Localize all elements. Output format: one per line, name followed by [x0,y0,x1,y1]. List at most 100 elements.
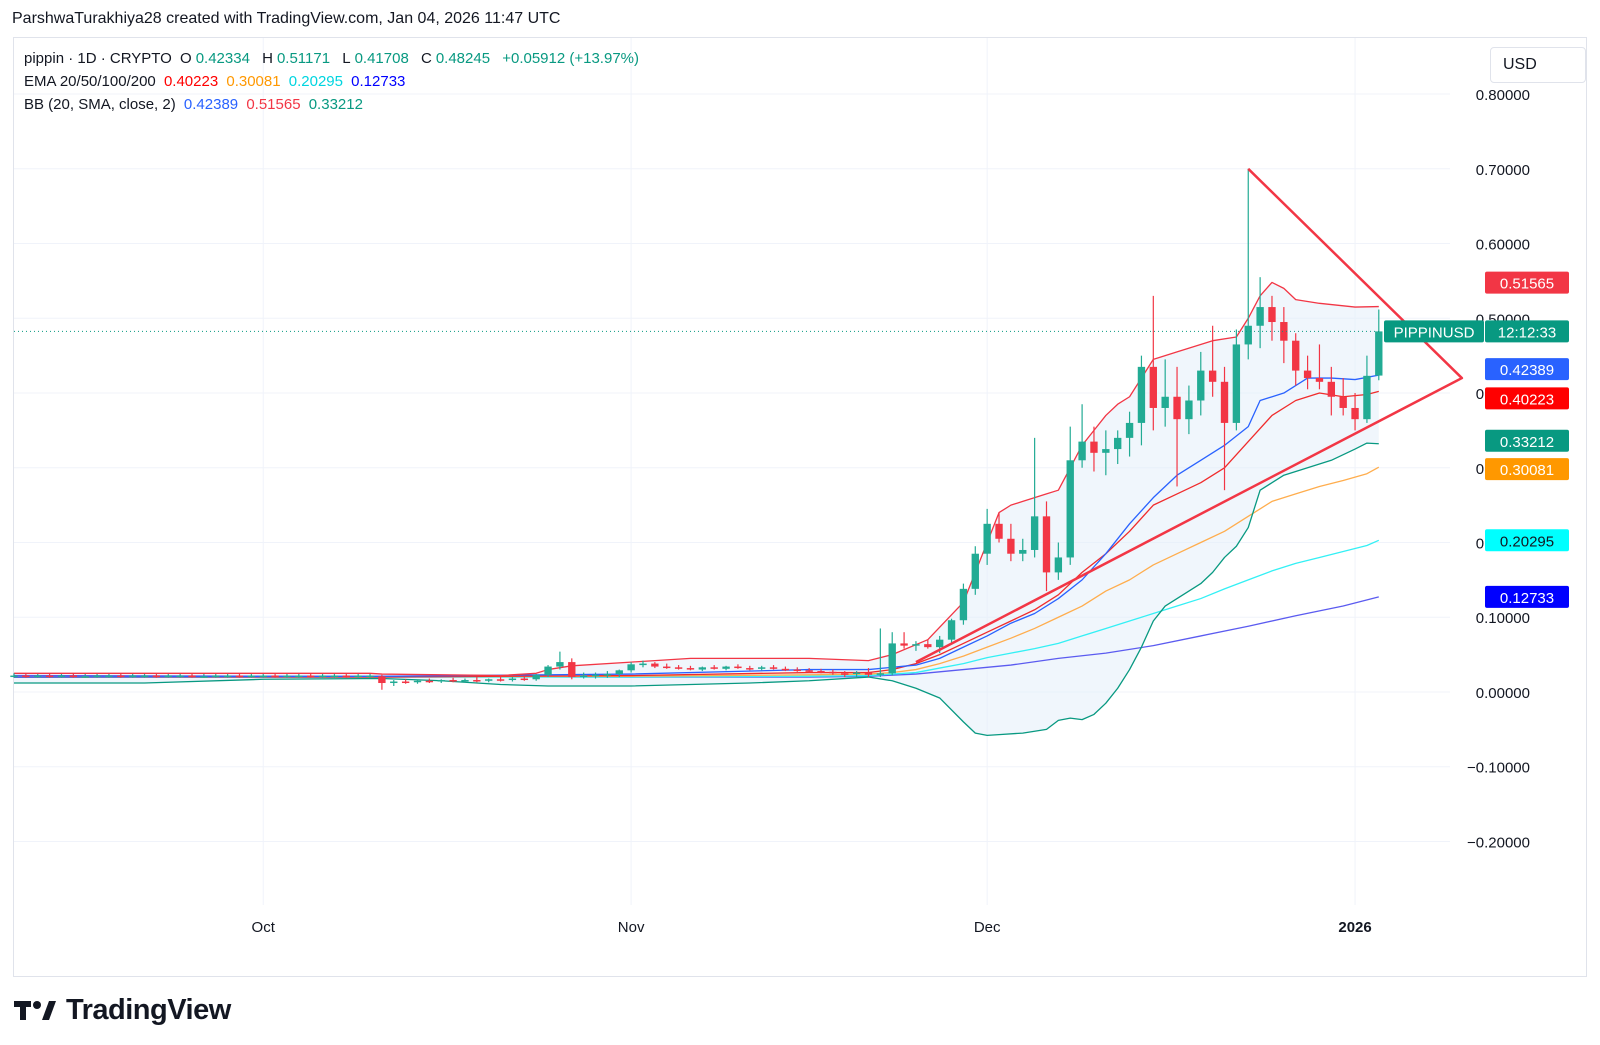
ema100-line [14,539,1380,678]
close-value: 0.48245 [435,50,491,67]
symbol-price-tag: PIPPINUSD [1394,324,1475,341]
low-label: L [342,50,351,67]
axis-price-label-bg [1485,387,1569,410]
candle-body [1019,549,1027,554]
candle-body [757,667,766,669]
candle-body [212,675,220,678]
axis-price-label: 0.40223 [1500,391,1554,408]
candle-body [128,675,137,678]
candle-body [1066,460,1074,558]
bb-lower-line [14,442,1379,736]
candle-body [401,681,410,684]
axis-price-label-bg [1485,358,1569,381]
candle-body [164,675,172,678]
bb-basis-line [13,374,1379,678]
bb-lower-value: 0.33212 [308,96,363,113]
triangle-pattern-line [915,167,1464,664]
open-label: O [180,50,192,67]
candle-body [34,675,42,678]
symbol-price-tag-bg [1384,320,1484,343]
candle-body [318,675,327,678]
candle-body [1137,366,1146,423]
candle-body [817,671,825,673]
candle-body [330,675,339,678]
candle-body [520,678,528,681]
symbol-label[interactable]: pippin · 1D · CRYPTO [24,50,172,67]
candle-body [1303,370,1312,379]
close-label: C [420,50,432,67]
candle-body [10,675,18,678]
candle-body [947,620,956,640]
candle-body [473,680,481,682]
currency-button[interactable]: USD [1490,47,1586,83]
ema50-value: 0.30081 [226,73,281,90]
candle-body [69,675,78,678]
candle-body [722,666,730,669]
low-value: 0.41708 [354,50,409,67]
candle-body [176,675,184,678]
x-tick-label: Dec [974,919,1001,936]
candle-body [852,672,861,675]
chart-caption: ParshwaTurakhiya28 created with TradingV… [12,10,561,27]
candle-body [1280,322,1288,341]
candle-body [152,675,161,678]
high-label: H [262,50,273,67]
candle-body [45,675,54,678]
candle-body [378,676,386,684]
candle-body [1244,325,1252,345]
candle-body [1339,396,1347,408]
candle-body [781,668,790,671]
y-tick-label: 0.80000 [1476,87,1530,104]
y-tick-label: −0.20000 [1467,834,1530,851]
candle-body [579,675,588,678]
candle-body [307,675,315,678]
candle-body [603,674,612,676]
ema20-line [14,390,1379,678]
tradingview-logo[interactable]: TradingView [14,990,231,1030]
ema-title: EMA 20/50/100/200 [24,73,156,90]
y-tick-label: −0.10000 [1467,760,1530,777]
candle-body [888,643,896,674]
candle-body [568,662,576,678]
ema20-value: 0.40223 [163,73,219,90]
candle-body [971,553,979,589]
candle-body [461,680,469,682]
axis-price-label: 0.20295 [1500,533,1554,550]
candle-body [1220,381,1229,423]
ohlc-legend: pippin · 1D · CRYPTO O 0.42334 H 0.51171 L… [24,50,643,67]
bb-upper-value: 0.51565 [246,96,301,113]
candle-body [449,680,457,682]
candle-body [366,675,374,678]
candle-body [117,675,125,678]
candle-body [437,680,445,682]
ema-legend[interactable]: EMA 20/50/100/200 0.40223 0.30081 0.2029… [24,73,409,90]
candle-body [354,675,362,678]
y-tick-label: 0.60000 [1476,237,1530,254]
x-tick-label: Oct [252,919,276,936]
candle-body [1208,370,1217,382]
open-value: 0.42334 [195,50,250,67]
candle-body [259,675,267,678]
bb-legend[interactable]: BB (20, SMA, close, 2) 0.42389 0.51565 0… [24,96,367,113]
axis-price-label: 0.42389 [1500,362,1554,379]
axis-price-label-bg [1485,458,1569,481]
candle-body [413,680,422,683]
candle-body [591,674,600,677]
candle-body [805,670,813,672]
candle-body [983,523,991,554]
change-value: +0.05912 (+13.97%) [502,50,639,67]
candle-body [1114,437,1122,450]
candle-body [1030,516,1039,550]
y-tick-label: 0.00000 [1476,685,1530,702]
candle-body [223,675,232,678]
countdown-label: 12:12:33 [1498,324,1556,341]
candle-body [663,666,671,669]
ema200-line [13,596,1379,678]
ema200-value: 0.12733 [351,73,406,90]
candle-body [140,675,149,678]
candle-body [829,671,837,674]
candle-body [57,675,66,678]
candle-body [1315,378,1324,382]
candle-body [247,675,256,678]
